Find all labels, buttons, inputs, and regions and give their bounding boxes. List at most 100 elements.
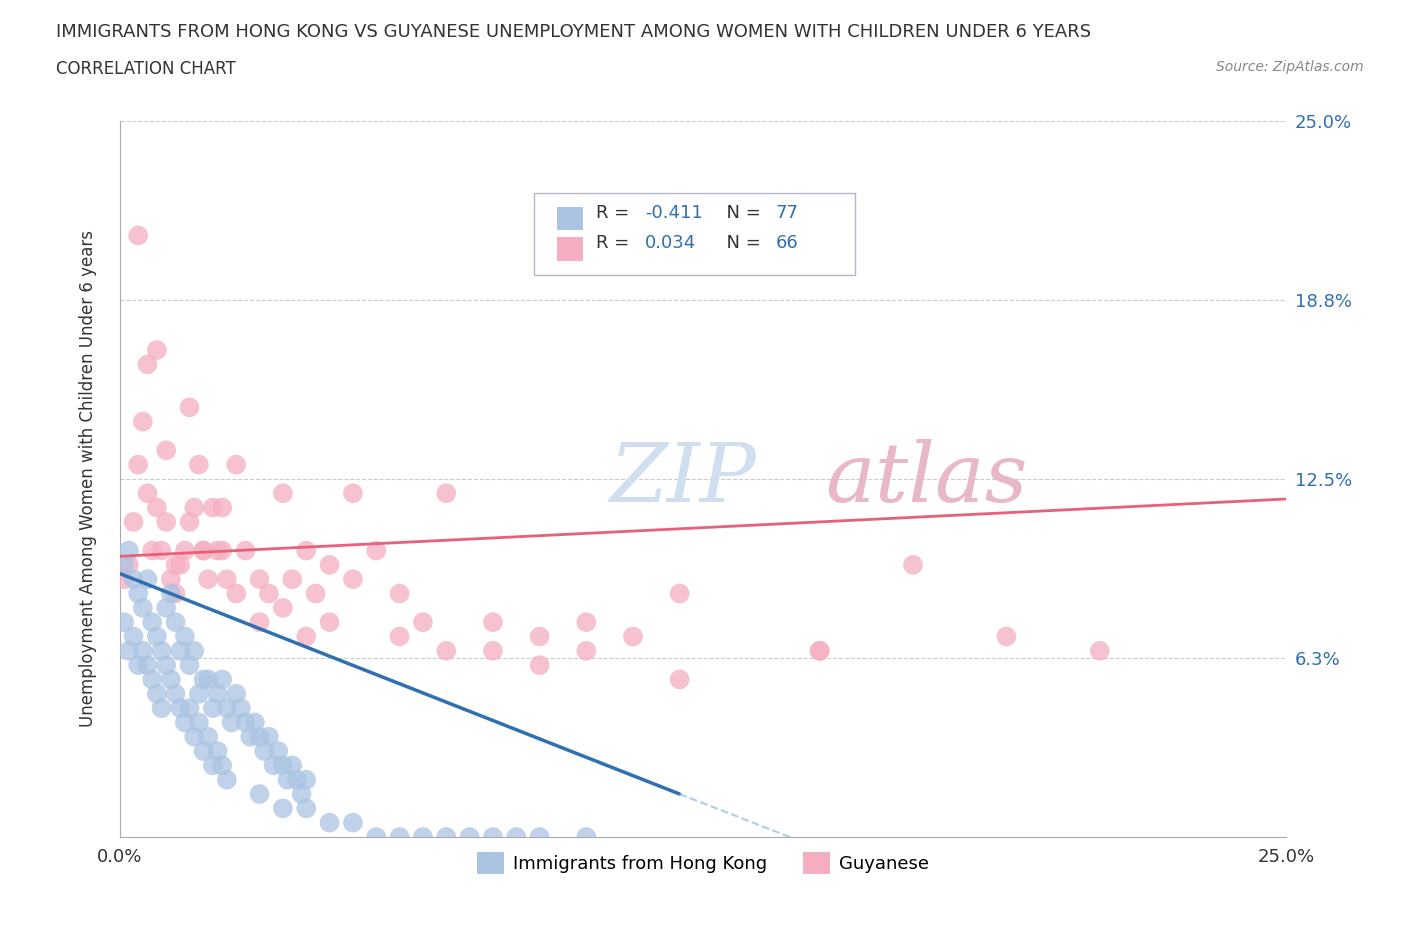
Point (434, 644, 457, 658)
Point (141, 543, 163, 558)
Point (132, 601, 155, 616)
Text: Source: ZipAtlas.com: Source: ZipAtlas.com (1216, 60, 1364, 74)
Point (118, 557, 141, 572)
Text: N =: N = (714, 233, 766, 252)
Point (183, 644, 205, 658)
Text: N =: N = (714, 204, 766, 221)
Point (505, 830, 527, 844)
Point (160, 572, 183, 587)
Point (160, 586, 183, 601)
Point (215, 700, 238, 715)
Point (197, 572, 219, 587)
Point (221, 715, 243, 730)
Point (412, 615, 434, 630)
Point (193, 543, 215, 558)
Point (127, 458, 149, 472)
Point (253, 744, 276, 759)
Point (211, 672, 233, 687)
Point (366, 543, 388, 558)
Point (201, 500, 224, 515)
Point (183, 729, 205, 744)
Point (173, 543, 195, 558)
Point (136, 485, 159, 500)
Point (187, 458, 209, 472)
Point (249, 572, 271, 587)
Point (281, 572, 304, 587)
Point (193, 744, 215, 759)
Point (165, 615, 187, 630)
Point (458, 830, 481, 844)
Point (482, 644, 505, 658)
Point (295, 629, 318, 644)
Point (482, 615, 505, 630)
Point (281, 758, 304, 773)
Point (575, 830, 598, 844)
FancyBboxPatch shape (534, 193, 855, 275)
Point (183, 500, 205, 515)
Point (267, 744, 290, 759)
Point (207, 543, 229, 558)
Point (146, 629, 169, 644)
Point (197, 729, 219, 744)
Point (295, 772, 318, 787)
Point (388, 629, 411, 644)
Point (207, 686, 229, 701)
Point (434, 485, 457, 500)
Point (225, 686, 247, 701)
Point (132, 644, 155, 658)
Point (165, 557, 187, 572)
Point (150, 543, 173, 558)
Point (136, 357, 159, 372)
Point (668, 672, 690, 687)
Point (318, 816, 340, 830)
Point (257, 729, 280, 744)
Point (318, 615, 340, 630)
Point (165, 586, 187, 601)
Point (434, 830, 457, 844)
Point (412, 830, 434, 844)
Point (482, 830, 505, 844)
Point (668, 586, 690, 601)
Point (235, 715, 257, 730)
Point (529, 629, 551, 644)
Text: -0.411: -0.411 (644, 204, 703, 221)
Point (342, 816, 364, 830)
Point (155, 443, 177, 458)
Y-axis label: Unemployment Among Women with Children Under 6 years: Unemployment Among Women with Children U… (79, 231, 97, 727)
Point (263, 758, 285, 773)
Point (239, 729, 262, 744)
Point (529, 658, 551, 672)
Point (290, 787, 312, 802)
Text: R =: R = (596, 233, 634, 252)
Point (215, 772, 238, 787)
Point (271, 601, 294, 616)
Point (197, 672, 219, 687)
Point (169, 557, 191, 572)
Point (150, 644, 173, 658)
Point (621, 629, 644, 644)
Point (201, 700, 224, 715)
Point (366, 830, 388, 844)
Point (808, 644, 831, 658)
Point (112, 572, 135, 587)
Point (271, 801, 294, 816)
Point (295, 801, 318, 816)
Point (132, 414, 155, 429)
Point (141, 615, 163, 630)
Point (187, 686, 209, 701)
Point (146, 500, 169, 515)
Point (122, 629, 145, 644)
Point (122, 514, 145, 529)
Point (169, 700, 191, 715)
Point (271, 758, 294, 773)
Point (207, 744, 229, 759)
Point (808, 644, 831, 658)
Point (150, 700, 173, 715)
Point (160, 672, 183, 687)
Point (235, 543, 257, 558)
Text: 77: 77 (775, 204, 799, 221)
Point (342, 572, 364, 587)
Point (211, 500, 233, 515)
Point (342, 485, 364, 500)
Point (295, 543, 318, 558)
